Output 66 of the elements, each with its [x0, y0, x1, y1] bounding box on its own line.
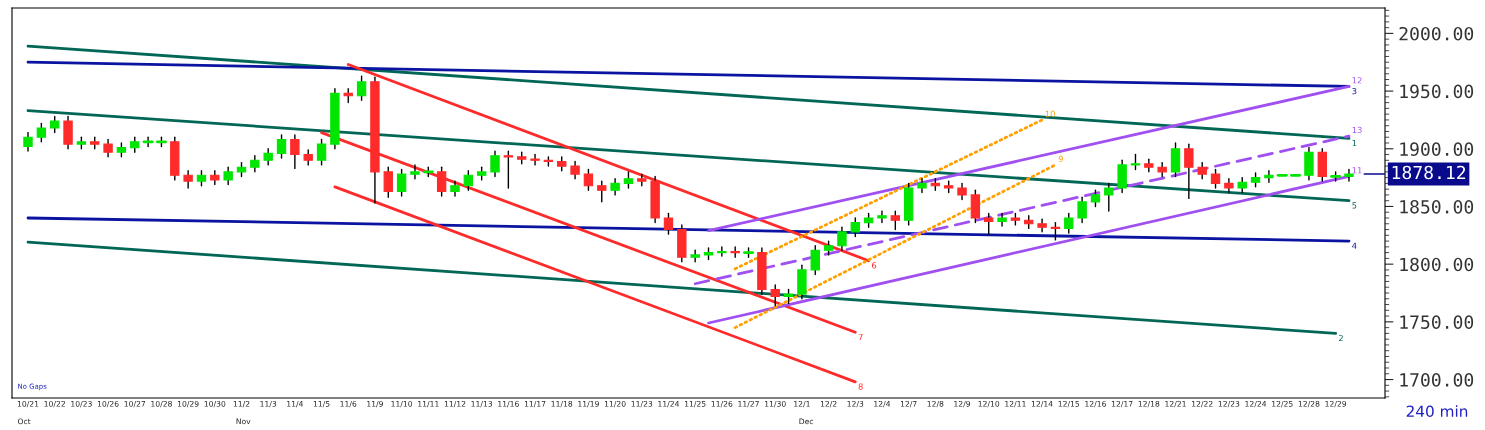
candlestick: [396, 168, 407, 197]
candlestick: [597, 180, 607, 203]
series-label: 10: [1045, 110, 1055, 117]
series-label: 7: [858, 333, 863, 340]
candlestick: [410, 164, 420, 180]
candlestick: [583, 168, 594, 192]
series-label: 3: [1352, 88, 1357, 95]
candlestick: [1157, 161, 1167, 178]
y-tick-label: 2000.00: [1399, 26, 1474, 41]
candlestick: [877, 210, 887, 224]
candlestick: [276, 134, 287, 159]
candlestick: [1184, 143, 1194, 200]
series-label: 13: [1352, 126, 1362, 134]
series-label: 12: [1352, 77, 1362, 84]
candlestick: [1077, 196, 1087, 224]
y-tick-label: 1800.00: [1400, 257, 1474, 272]
candlestick: [356, 75, 367, 102]
candlestick: [997, 212, 1007, 227]
candlestick: [970, 189, 981, 224]
y-tick-label: 1850.00: [1400, 199, 1474, 214]
candlestick: [142, 136, 154, 148]
candlestick: [730, 246, 740, 258]
candlestick: [917, 178, 927, 194]
candlestick: [810, 244, 820, 276]
candlestick: [837, 226, 847, 252]
series-label: 1: [1352, 140, 1357, 147]
candlestick: [690, 249, 700, 263]
candlestick: [530, 153, 540, 166]
y-tick-label: 1750.00: [1400, 315, 1474, 330]
candlestick: [890, 210, 901, 231]
series-label: 8: [858, 383, 863, 390]
candlestick: [1304, 146, 1314, 181]
candlestick: [663, 212, 674, 235]
candlestick: [1170, 142, 1181, 178]
ref-line-label: 1878.12: [1392, 165, 1466, 180]
series-label: 11: [1352, 167, 1362, 174]
series-label: 6: [871, 262, 877, 269]
candlestick: [1117, 159, 1127, 194]
candlestick: [984, 212, 994, 235]
candlestick: [850, 217, 860, 238]
y-tick-label: 1950.00: [1400, 84, 1474, 99]
series-label: 5: [1352, 202, 1357, 209]
series-label: 2: [1339, 334, 1343, 342]
candlestick: [383, 166, 393, 198]
candlestick: [1264, 169, 1274, 183]
candlestick: [1064, 212, 1074, 234]
candlestick: [717, 246, 727, 257]
y-tick-label: 1700.00: [1400, 373, 1474, 387]
series-label: 4: [1352, 242, 1357, 249]
candlestick: [463, 169, 474, 192]
candlestick: [770, 284, 780, 307]
candlestick: [436, 166, 447, 197]
candlestick: [36, 122, 47, 143]
candlestick: [183, 169, 193, 189]
candlestick: [1344, 168, 1354, 182]
candlestick: [1104, 182, 1114, 212]
candlestick: [63, 115, 73, 150]
candlestick: [490, 150, 500, 178]
candlestick: [23, 131, 33, 152]
series-label: 9: [1058, 155, 1063, 162]
y-tick-label: 1900.00: [1400, 142, 1474, 156]
candlestick: [290, 134, 300, 170]
candlestick: [1210, 168, 1221, 189]
candlestick: [503, 150, 514, 189]
text: 240 min: [1406, 405, 1468, 418]
candlestick: [316, 138, 327, 166]
